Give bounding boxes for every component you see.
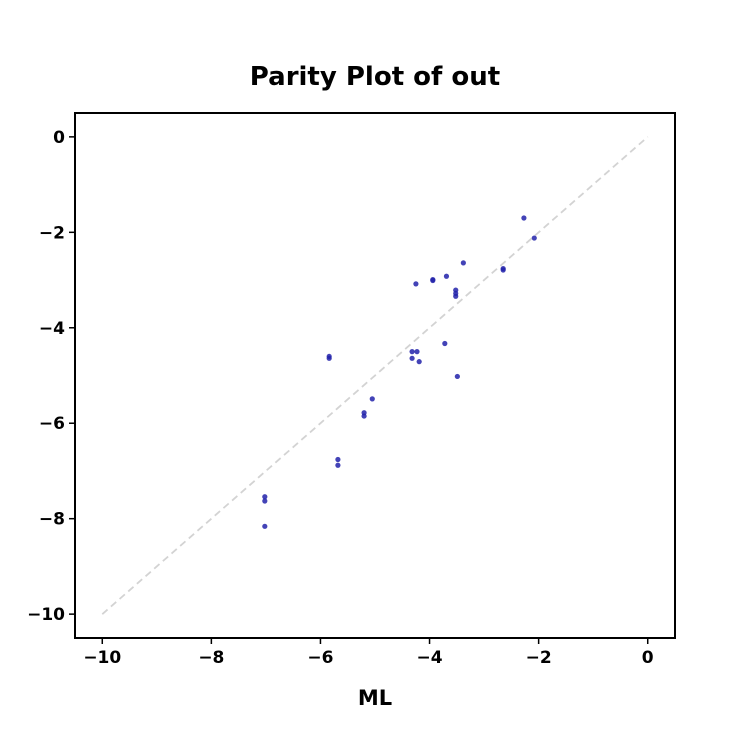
x-tick-label: 0 — [642, 648, 654, 668]
data-point — [262, 494, 268, 500]
data-point — [531, 235, 537, 241]
x-axis-label: ML — [358, 686, 392, 710]
plot-area — [101, 136, 649, 615]
data-point — [500, 267, 506, 273]
data-point — [430, 277, 436, 284]
data-point — [413, 281, 419, 287]
axes: −10 −8 −6 −4 −2 0 0 −2 −4 −6 −8 −10 — [27, 128, 654, 668]
y-tick-label: −6 — [39, 414, 65, 434]
data-point — [335, 456, 341, 463]
y-tick-label: −2 — [39, 223, 65, 243]
parity-line — [101, 136, 649, 615]
x-tick-label: −4 — [417, 648, 443, 668]
y-tick-label: −10 — [27, 605, 65, 625]
data-point — [262, 523, 268, 529]
y-tick-label: −8 — [39, 510, 65, 530]
y-tick-label: −4 — [39, 319, 65, 339]
data-point — [369, 396, 375, 402]
x-tick-label: −10 — [83, 648, 121, 668]
data-point — [416, 359, 422, 365]
data-point — [409, 349, 415, 355]
x-tick-label: −6 — [307, 648, 333, 668]
x-tick-label: −2 — [526, 648, 552, 668]
data-point — [443, 273, 450, 279]
data-point — [460, 260, 466, 266]
x-tick-label: −8 — [198, 648, 224, 668]
data-point — [326, 355, 332, 361]
data-point — [262, 498, 268, 504]
data-point — [335, 462, 341, 468]
data-point — [414, 349, 420, 355]
data-point — [409, 355, 415, 361]
data-point — [454, 373, 460, 380]
y-tick-label: 0 — [53, 128, 65, 148]
chart-title: Parity Plot of out — [250, 62, 500, 92]
data-point — [361, 413, 367, 419]
data-point — [521, 215, 527, 221]
plot-frame — [74, 112, 676, 639]
data-point — [453, 293, 459, 299]
data-point — [442, 340, 448, 347]
